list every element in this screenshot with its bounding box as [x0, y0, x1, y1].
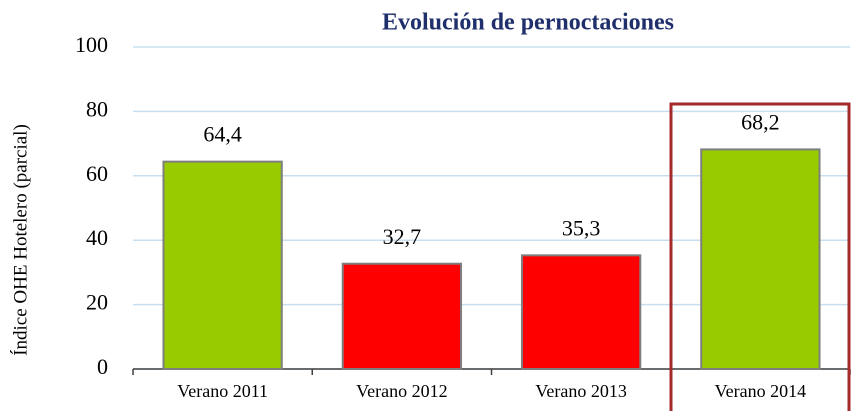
y-tick-label: 100 [75, 32, 108, 57]
x-tick-label: Verano 2013 [535, 381, 626, 401]
bar [162, 160, 283, 370]
x-tick-label: Verano 2011 [177, 381, 268, 401]
y-tick-label: 40 [86, 225, 108, 250]
y-tick-label: 80 [86, 96, 108, 121]
data-label: 64,4 [203, 122, 242, 147]
x-tick-label: Verano 2014 [715, 381, 806, 401]
y-tick-label: 60 [86, 161, 108, 186]
x-tick-label: Verano 2012 [356, 381, 447, 401]
bar [341, 262, 463, 370]
y-tick-label: 20 [86, 290, 108, 315]
y-axis-label: Índice OHE Hotelero (parcial) [9, 124, 31, 356]
chart-title: Evolución de pernoctaciones [382, 10, 674, 36]
data-label: 35,3 [562, 215, 601, 240]
y-tick-label: 0 [97, 354, 108, 379]
bar [700, 148, 821, 370]
highlight-box [669, 102, 851, 411]
bar [520, 254, 642, 370]
data-label: 68,2 [741, 109, 780, 134]
data-label: 32,7 [383, 224, 422, 249]
